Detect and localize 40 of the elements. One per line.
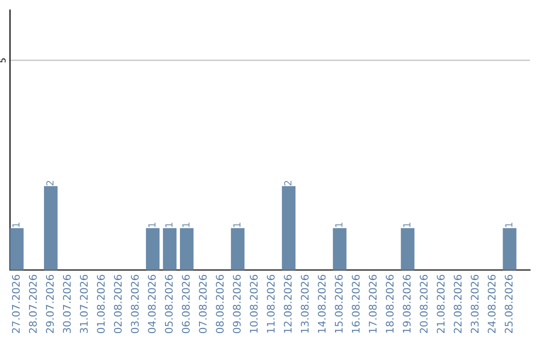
x-tick-label: 10.08.2026 [250, 274, 258, 333]
x-tick-label: 22.08.2026 [454, 274, 462, 334]
x-tick-label: 30.07.2026 [62, 274, 71, 334]
x-tick-label: 20.08.2026 [420, 274, 428, 334]
x-tick-label: 28.07.2026 [28, 274, 37, 334]
data-label: 1 [335, 222, 342, 227]
x-tick-label: 21.08.2026 [436, 274, 445, 334]
x-tick-label: 04.08.2026 [148, 274, 156, 334]
x-tick-label: 19.08.2026 [402, 274, 411, 333]
data-label: 1 [403, 222, 410, 227]
data-label: 1 [233, 222, 240, 227]
data-label: 1 [148, 222, 156, 227]
x-tick-label: 31.07.2026 [80, 274, 88, 334]
x-tick-label: 17.08.2026 [368, 274, 377, 333]
data-label: 2 [46, 180, 54, 186]
data-label: 1 [505, 222, 512, 227]
data-label: 1 [182, 222, 190, 227]
data-label: 2 [284, 180, 292, 186]
x-tick-label: 15.08.2026 [334, 274, 343, 333]
x-tick-label: 27.07.2026 [12, 274, 20, 334]
x-tick-label: 13.08.2026 [300, 274, 309, 333]
x-tick-label: 25.08.2026 [504, 274, 513, 334]
x-tick-label: 14.08.2026 [318, 274, 326, 333]
x-tick-label: 06.08.2026 [182, 274, 190, 334]
x-tick-label: 11.08.2026 [266, 274, 275, 333]
x-tick-label: 16.08.2026 [352, 274, 360, 333]
x-tick-label: 01.08.2026 [96, 274, 105, 334]
x-tick-label: 09.08.2026 [232, 274, 241, 334]
x-tick-label: 29.07.2026 [46, 274, 54, 334]
x-tick-label: 08.08.2026 [216, 274, 224, 334]
x-tick-label: 18.08.2026 [386, 274, 394, 333]
x-tick-label: 02.08.2026 [114, 274, 122, 334]
data-label: 1 [12, 222, 20, 227]
x-tick-label: 24.08.2026 [488, 274, 496, 334]
x-tick-label: 05.08.2026 [164, 274, 173, 334]
x-tick-label: 23.08.2026 [470, 274, 479, 334]
x-tick-label: 07.08.2026 [198, 274, 207, 334]
x-tick-label: 12.08.2026 [284, 274, 292, 333]
data-label: 1 [165, 222, 172, 227]
x-tick-label: 03.08.2026 [130, 274, 139, 334]
